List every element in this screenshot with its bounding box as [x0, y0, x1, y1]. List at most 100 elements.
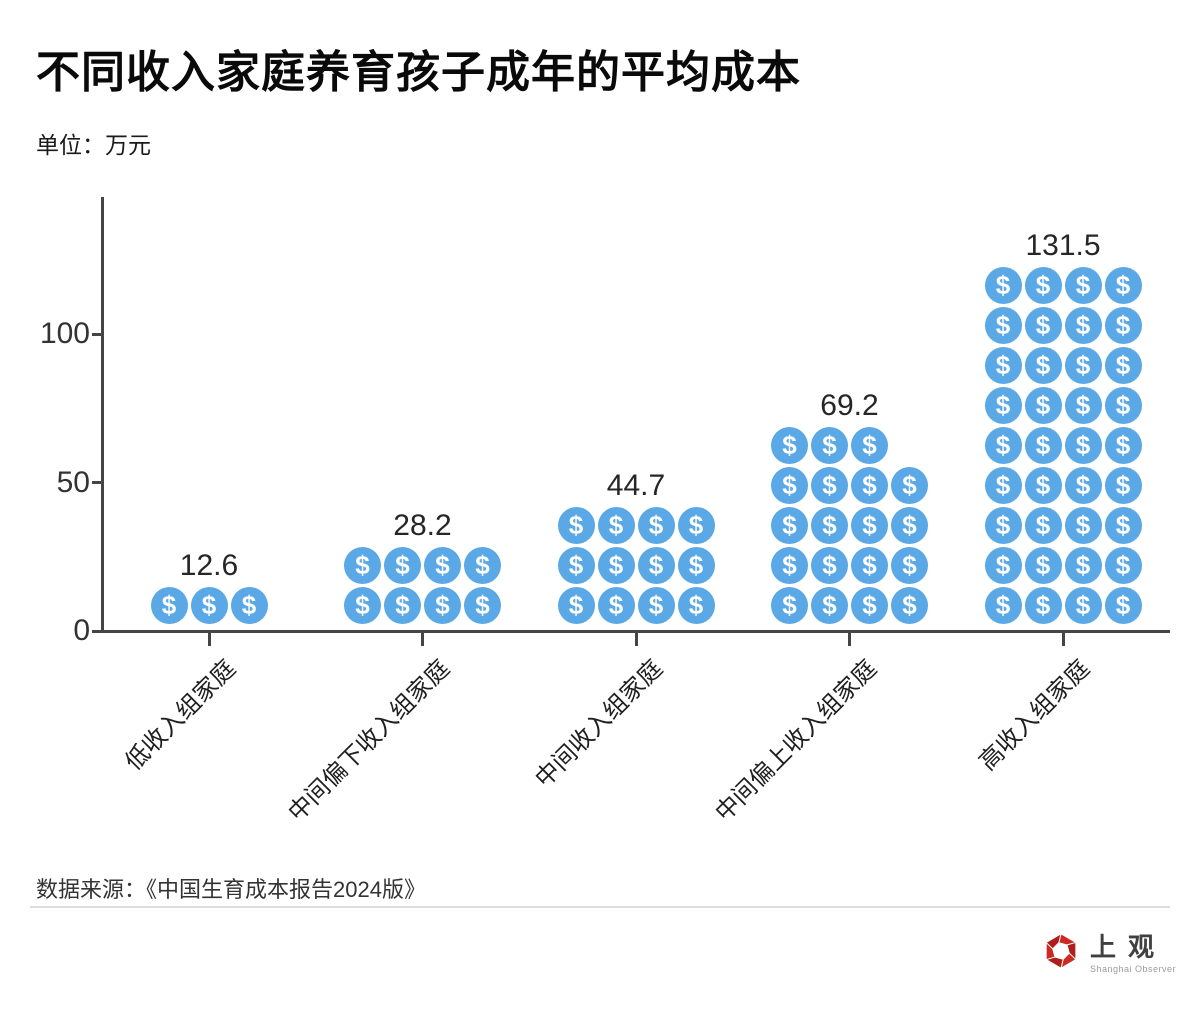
dollar-coin-icon: $	[851, 546, 888, 584]
dollar-coin-icon: $	[984, 306, 1022, 344]
dollar-coin-icon: $	[344, 586, 381, 624]
dollar-coin-icon: $	[557, 506, 595, 544]
dollar-coin-icon: $	[1064, 466, 1102, 504]
dollar-coin-icon: $	[891, 546, 928, 584]
dollar-coin-icon: $	[1064, 306, 1102, 344]
dollar-coin-icon: $	[384, 586, 421, 624]
dollar-coin-icon: $	[1104, 586, 1142, 624]
dollar-coin-icon: $	[851, 586, 888, 624]
dollar-coin-icon: $	[464, 586, 501, 624]
data-source: 数据来源：《中国生育成本报告2024版》	[36, 877, 426, 902]
y-axis-tick-label: 0	[73, 614, 90, 647]
y-axis-tick-label: 100	[39, 317, 90, 350]
dollar-coin-icon: $	[150, 586, 188, 624]
page-title: 不同收入家庭养育孩子成年的平均成本	[36, 48, 801, 97]
value-label: 44.7	[606, 468, 666, 502]
footer-divider	[30, 906, 1170, 908]
dollar-coin-icon: $	[771, 586, 808, 624]
dollar-coin-icon: $	[597, 506, 635, 544]
x-axis-tick	[207, 633, 211, 646]
dollar-coin-icon: $	[384, 546, 421, 584]
dollar-coin-icon: $	[851, 506, 888, 544]
y-axis-tick	[92, 481, 102, 484]
dollar-coin-icon: $	[771, 426, 808, 464]
dollar-coin-icon: $	[811, 466, 848, 504]
dollar-coin-icon: $	[891, 586, 928, 624]
category-label: 中间偏下收入组家庭	[282, 654, 455, 827]
value-label: 69.2	[820, 388, 879, 422]
x-axis-tick	[848, 633, 851, 646]
x-axis-tick	[421, 633, 424, 646]
dollar-coin-icon: $	[1024, 306, 1062, 344]
dollar-coin-icon: $	[984, 426, 1022, 464]
dollar-coin-icon: $	[811, 586, 848, 624]
dollar-coin-icon: $	[1104, 506, 1142, 544]
dollar-coin-icon: $	[597, 546, 635, 584]
dollar-coin-icon: $	[1024, 386, 1062, 424]
dollar-coin-icon: $	[1064, 546, 1102, 584]
x-axis-tick	[1061, 633, 1065, 646]
category-label: 高收入组家庭	[974, 654, 1096, 776]
dollar-coin-icon: $	[984, 546, 1022, 584]
shanghai-observer-aperture-icon	[1042, 932, 1080, 975]
dollar-coin-icon: $	[597, 586, 635, 624]
dollar-coin-icon: $	[1024, 506, 1062, 544]
logo-subtitle: Shanghai Observer	[1090, 964, 1177, 975]
dollar-coin-icon: $	[190, 586, 228, 624]
dollar-coin-icon: $	[811, 426, 848, 464]
dollar-coin-icon: $	[230, 586, 268, 624]
y-axis	[101, 197, 104, 633]
y-axis-tick	[92, 629, 102, 633]
dollar-coin-icon: $	[677, 586, 715, 624]
dollar-coin-icon: $	[1064, 426, 1102, 464]
category-label: 低收入组家庭	[120, 654, 242, 776]
dollar-coin-icon: $	[891, 466, 928, 504]
dollar-coin-icon: $	[984, 586, 1022, 624]
dollar-coin-icon: $	[1104, 346, 1142, 384]
dollar-coin-icon: $	[557, 546, 595, 584]
dollar-coin-icon: $	[984, 266, 1022, 304]
dollar-coin-icon: $	[424, 586, 461, 624]
dollar-coin-icon: $	[677, 506, 715, 544]
dollar-coin-icon: $	[984, 506, 1022, 544]
dollar-coin-icon: $	[851, 466, 888, 504]
dollar-coin-icon: $	[1064, 586, 1102, 624]
dollar-coin-icon: $	[1064, 506, 1102, 544]
dollar-coin-icon: $	[1024, 466, 1062, 504]
logo-name: 上观	[1090, 932, 1167, 962]
dollar-coin-icon: $	[891, 506, 928, 544]
pictogram-chart: 0 50 100 $ $ $12.6 低收入组家庭 $ $ $ $ $ $ $ $28.2 中间偏下收入组家庭…	[39, 197, 1170, 827]
y-axis-tick	[92, 332, 102, 336]
dollar-coin-icon: $	[1104, 306, 1142, 344]
dollar-coin-icon: $	[1104, 466, 1142, 504]
dollar-coin-icon: $	[1104, 426, 1142, 464]
publisher-logo: 上观 Shanghai Observer	[1042, 932, 1176, 975]
category-label: 中间收入组家庭	[530, 654, 669, 793]
dollar-coin-icon: $	[1064, 346, 1102, 384]
value-label: 28.2	[393, 508, 452, 542]
x-axis	[100, 630, 1170, 633]
dollar-coin-icon: $	[1104, 546, 1142, 584]
dollar-coin-icon: $	[771, 506, 808, 544]
dollar-coin-icon: $	[984, 386, 1022, 424]
dollar-coin-icon: $	[1064, 386, 1102, 424]
dollar-coin-icon: $	[344, 546, 381, 584]
dollar-coin-icon: $	[1024, 546, 1062, 584]
category-label: 中间偏上收入组家庭	[709, 654, 882, 827]
value-label: 12.6	[179, 548, 239, 582]
dollar-coin-icon: $	[1024, 266, 1062, 304]
dollar-coin-icon: $	[677, 546, 715, 584]
dollar-coin-icon: $	[1104, 386, 1142, 424]
dollar-coin-icon: $	[1024, 426, 1062, 464]
dollar-coin-icon: $	[851, 426, 888, 464]
x-axis-tick	[634, 633, 638, 646]
dollar-coin-icon: $	[811, 506, 848, 544]
dollar-coin-icon: $	[771, 546, 808, 584]
dollar-coin-icon: $	[464, 546, 501, 584]
y-axis-tick-label: 50	[56, 465, 90, 499]
dollar-coin-icon: $	[1024, 346, 1062, 384]
dollar-coin-icon: $	[637, 506, 675, 544]
logo-text: 上观 Shanghai Observer	[1090, 933, 1176, 975]
dollar-coin-icon: $	[811, 546, 848, 584]
